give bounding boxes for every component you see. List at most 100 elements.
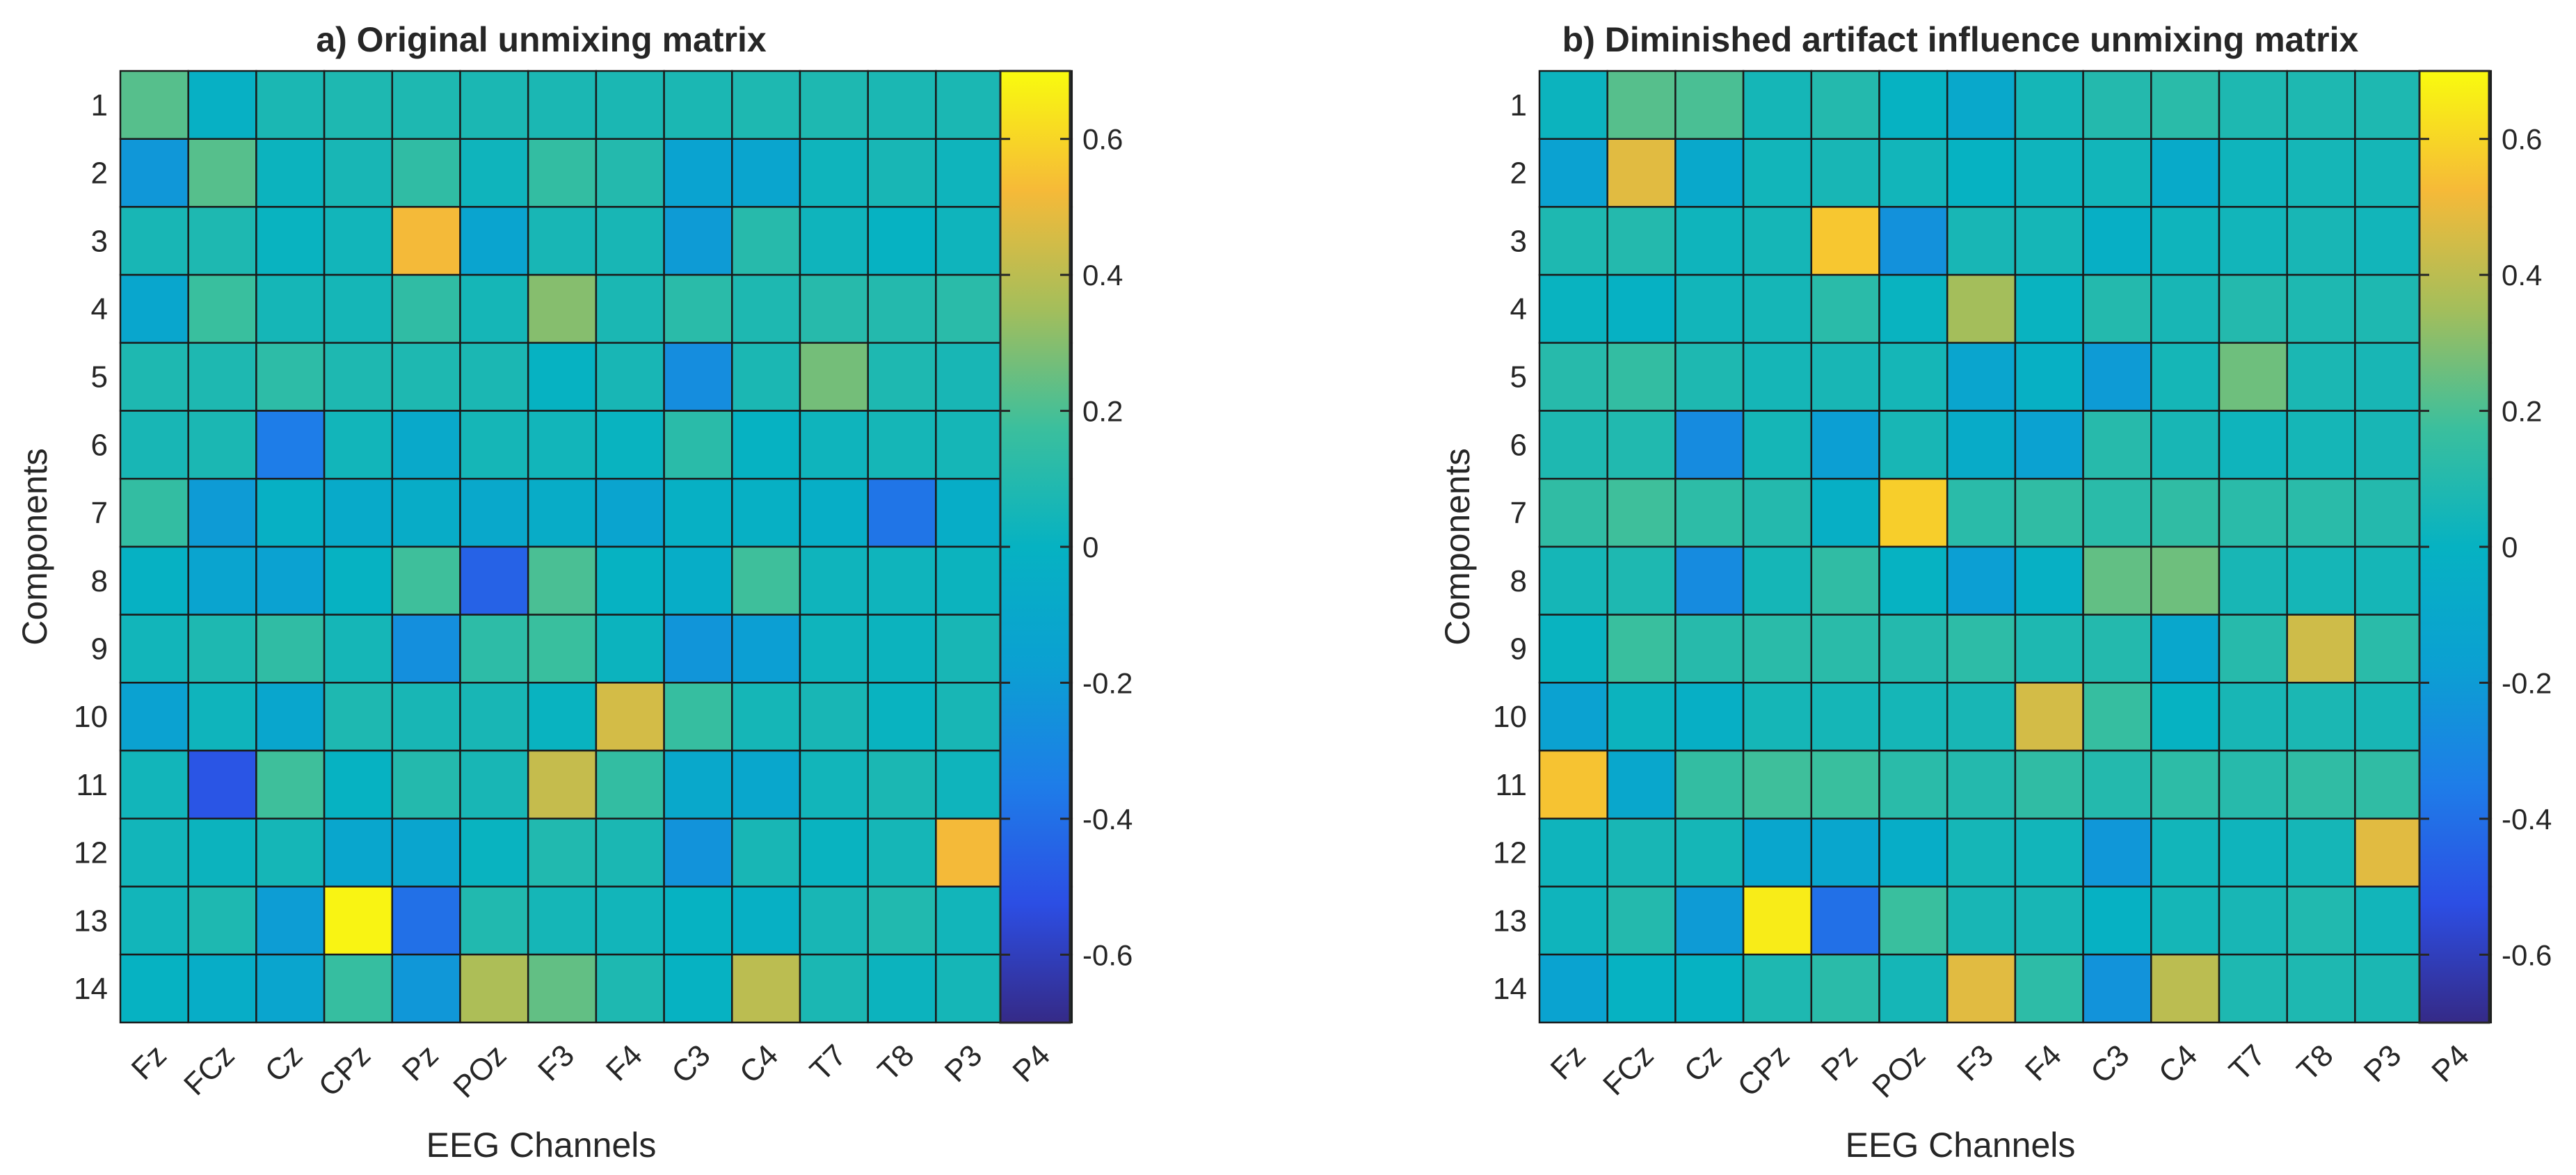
heatmap-cell xyxy=(2286,273,2356,344)
heatmap-cell xyxy=(1674,273,1745,344)
x-tick-label: P4 xyxy=(2425,1038,2476,1089)
heatmap-cell xyxy=(935,342,1005,412)
heatmap-cell xyxy=(663,682,733,752)
heatmap-cell xyxy=(2286,749,2356,820)
heatmap-cell xyxy=(459,342,529,412)
heatmap-cell xyxy=(1810,749,1880,820)
heatmap-cell xyxy=(1606,817,1677,888)
y-tick-label: 1 xyxy=(1510,88,1527,122)
heatmap-cell xyxy=(119,614,189,684)
heatmap-cell xyxy=(1606,477,1677,548)
heatmap-cell xyxy=(1810,342,1880,412)
heatmap-cell xyxy=(1606,410,1677,480)
y-tick-label: 14 xyxy=(74,972,108,1006)
heatmap-cell xyxy=(527,70,598,140)
heatmap-cell xyxy=(867,682,937,752)
heatmap-cell xyxy=(391,545,461,616)
heatmap-cell xyxy=(1674,749,1745,820)
panel-b-cells xyxy=(1538,70,2493,1024)
y-tick-label: 9 xyxy=(91,632,108,666)
heatmap-cell xyxy=(187,953,257,1024)
heatmap-cell xyxy=(1674,682,1745,752)
heatmap-cell xyxy=(2218,545,2288,616)
heatmap-cell xyxy=(595,817,665,888)
heatmap-cell xyxy=(2014,817,2084,888)
heatmap-cell xyxy=(527,545,598,616)
panel-a-cells xyxy=(119,70,1073,1024)
colorbar-tick-label: -0.2 xyxy=(1082,666,1133,699)
colorbar-tick-label: -0.6 xyxy=(1082,938,1133,971)
y-tick-label: 10 xyxy=(1493,700,1527,734)
heatmap-cell xyxy=(255,953,326,1024)
heatmap-cell xyxy=(323,410,394,480)
heatmap-cell xyxy=(1810,273,1880,344)
heatmap-cell xyxy=(255,749,326,820)
heatmap-cell xyxy=(2218,70,2288,140)
heatmap-cell xyxy=(1946,138,2017,208)
heatmap-cell xyxy=(527,342,598,412)
heatmap-cell xyxy=(2014,545,2084,616)
colorbar-tick-label: -0.2 xyxy=(2502,666,2552,699)
x-tick-label: Fz xyxy=(1544,1038,1592,1086)
y-tick-label: 2 xyxy=(1510,157,1527,191)
heatmap-cell xyxy=(459,477,529,548)
y-tick-label: 7 xyxy=(1510,496,1527,530)
heatmap-cell xyxy=(663,70,733,140)
heatmap-cell xyxy=(2082,953,2152,1024)
heatmap-cell xyxy=(1742,545,1813,616)
heatmap-cell xyxy=(935,614,1005,684)
heatmap-cell xyxy=(1674,614,1745,684)
heatmap-cell xyxy=(1742,614,1813,684)
heatmap-cell xyxy=(799,749,869,820)
heatmap-cell xyxy=(2082,138,2152,208)
x-tick-label: C4 xyxy=(2152,1038,2204,1089)
x-tick-label: T8 xyxy=(2291,1038,2340,1087)
heatmap-cell xyxy=(1674,342,1745,412)
heatmap-cell xyxy=(2082,749,2152,820)
heatmap-cell xyxy=(1742,749,1813,820)
heatmap-cell xyxy=(187,477,257,548)
y-tick-label: 8 xyxy=(91,564,108,598)
heatmap-cell xyxy=(2150,817,2221,888)
panel-a-x-ticks: Fz FCz Cz CPz Pz POz F3 F4 C3 C4 T7 T8 P3 P4 xyxy=(125,1038,1057,1104)
y-tick-label: 11 xyxy=(76,768,108,802)
heatmap-cell xyxy=(2150,477,2221,548)
heatmap-cell xyxy=(255,138,326,208)
x-tick-label: F3 xyxy=(1951,1038,2000,1087)
heatmap-cell xyxy=(2286,477,2356,548)
colorbar-tick-label: 0.4 xyxy=(1082,259,1123,291)
heatmap-cell xyxy=(731,953,801,1024)
heatmap-cell xyxy=(799,138,869,208)
heatmap-cell xyxy=(731,545,801,616)
heatmap-cell xyxy=(1674,545,1745,616)
heatmap-cell xyxy=(663,206,733,276)
heatmap-cell xyxy=(119,749,189,820)
heatmap-cell xyxy=(663,273,733,344)
heatmap-cell xyxy=(1878,206,1949,276)
heatmap-cell xyxy=(935,273,1005,344)
heatmap-cell xyxy=(935,477,1005,548)
heatmap-cell xyxy=(2150,206,2221,276)
heatmap-cell xyxy=(867,70,937,140)
heatmap-cell xyxy=(1878,614,1949,684)
y-tick-label: 6 xyxy=(91,428,108,462)
heatmap-cell xyxy=(255,614,326,684)
heatmap-cell xyxy=(867,545,937,616)
heatmap-cell xyxy=(2014,682,2084,752)
heatmap-cell xyxy=(867,342,937,412)
heatmap-cell xyxy=(391,886,461,956)
heatmap-cell xyxy=(1742,410,1813,480)
heatmap-cell xyxy=(867,614,937,684)
heatmap-cell xyxy=(2150,682,2221,752)
heatmap-cell xyxy=(2286,342,2356,412)
heatmap-cell xyxy=(2286,70,2356,140)
heatmap-cell xyxy=(1742,477,1813,548)
heatmap-cell xyxy=(2014,138,2084,208)
heatmap-cell xyxy=(2354,273,2424,344)
heatmap-cell xyxy=(1538,410,1608,480)
heatmap-cell xyxy=(187,817,257,888)
heatmap-cell xyxy=(1810,682,1880,752)
heatmap-cell xyxy=(1810,138,1880,208)
heatmap-cell xyxy=(663,138,733,208)
